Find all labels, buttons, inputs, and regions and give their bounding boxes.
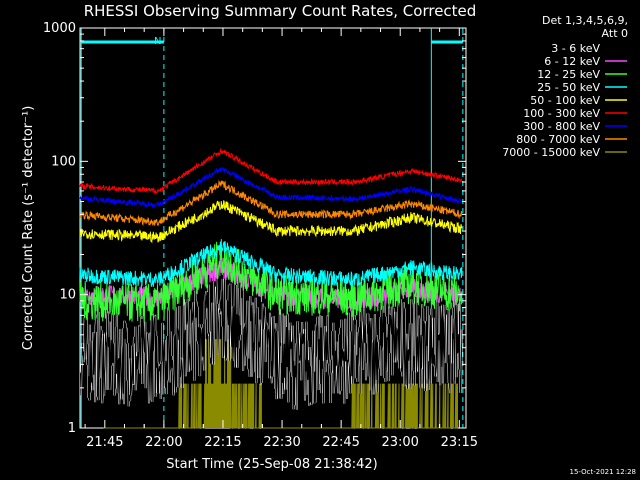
legend-label: 25 - 50 keV: [537, 81, 600, 94]
series-line-300-800keV: [79, 167, 463, 209]
y-tick-label: 1000: [43, 21, 76, 36]
legend-label: 300 - 800 keV: [523, 120, 600, 133]
legend-label: 50 - 100 keV: [530, 94, 600, 107]
series-line-100-300keV: [79, 147, 463, 195]
legend-label: 3 - 6 keV: [551, 42, 600, 55]
series-layer: [79, 147, 463, 429]
chart-title: RHESSI Observing Summary Count Rates, Co…: [84, 2, 477, 20]
x-tick-label: 21:45: [86, 435, 123, 450]
legend-header-line2: Att 0: [602, 27, 628, 40]
y-axis-ticks: 1 10 100 1000: [43, 21, 466, 436]
footer-date: 15-Oct-2021 12:28: [570, 468, 636, 476]
x-tick-label: 22:15: [204, 435, 241, 450]
series-line-50-100keV: [79, 200, 463, 244]
x-axis-label: Start Time (25-Sep-08 21:38:42): [166, 457, 377, 472]
x-tick-label: 22:00: [145, 435, 182, 450]
series-line-25-50keV: [79, 241, 463, 288]
x-axis-ticks: 21:45 22:00 22:15 22:30 22:45 23:00 23:15: [84, 28, 478, 450]
legend-label: 7000 - 15000 keV: [502, 146, 600, 159]
night-marker-label: N: [154, 36, 161, 47]
series-line-800-7000keV: [79, 179, 463, 227]
x-tick-label: 22:30: [263, 435, 300, 450]
y-tick-label: 1: [68, 421, 76, 436]
x-tick-label: 22:45: [322, 435, 359, 450]
legend-label: 100 - 300 keV: [523, 107, 600, 120]
y-tick-label: 10: [59, 288, 76, 303]
series-line-12-25keV: [79, 238, 463, 323]
series-line-3-6keV: [79, 268, 463, 410]
legend-label: 12 - 25 keV: [537, 68, 600, 81]
legend-header-line1: Det 1,3,4,5,6,9,: [542, 14, 628, 27]
series-line-7000-15000keV: [103, 339, 458, 429]
y-tick-label: 100: [51, 154, 76, 169]
legend-label: 800 - 7000 keV: [516, 133, 600, 146]
x-tick-label: 23:15: [441, 435, 478, 450]
x-tick-label: 23:00: [381, 435, 418, 450]
y-axis-label: Corrected Count Rate (s⁻¹ detector⁻¹): [21, 106, 36, 351]
legend-label: 6 - 12 keV: [544, 55, 600, 68]
